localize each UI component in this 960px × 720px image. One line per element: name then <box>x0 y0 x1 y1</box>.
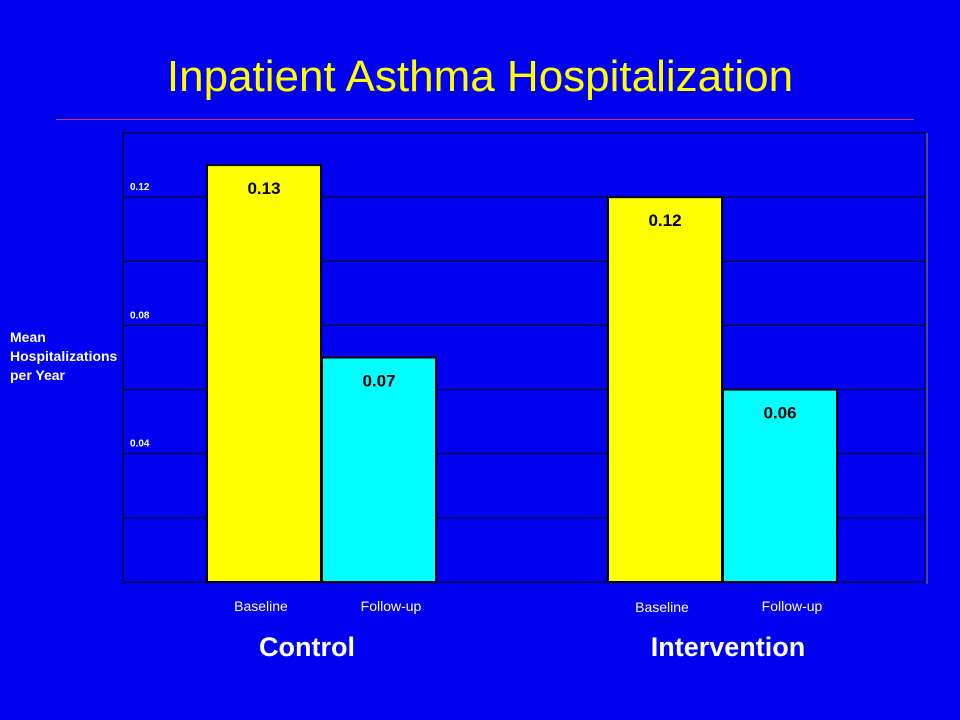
y-tick-label: 0.04 <box>130 439 150 450</box>
y-tick-label: 0.08 <box>130 310 150 321</box>
series-tick-label: Baseline <box>234 598 288 614</box>
bar-intervention-baseline <box>607 196 723 583</box>
category-label: Intervention <box>651 632 806 662</box>
bar-control-follow-up <box>321 356 437 583</box>
y-axis-label-line-2: Hospitalizations <box>10 348 118 364</box>
y-axis-label-line-1: Mean <box>10 329 46 345</box>
bar-value-label: 0.13 <box>247 179 280 198</box>
bar-value-label: 0.06 <box>763 404 796 423</box>
y-axis-label-line-3: per Year <box>10 367 66 383</box>
series-tick-label: Baseline <box>635 599 689 615</box>
y-tick-label: 0.12 <box>130 182 150 193</box>
category-label: Control <box>259 632 355 662</box>
bar-intervention-follow-up <box>722 388 838 584</box>
title-divider <box>56 119 914 120</box>
bar-control-baseline <box>206 164 322 583</box>
bar-value-label: 0.12 <box>648 211 681 230</box>
series-tick-label: Follow-up <box>762 598 823 614</box>
chart-title: Inpatient Asthma Hospitalization <box>166 52 794 101</box>
bar-value-label: 0.07 <box>362 372 395 391</box>
plot-frame <box>122 132 926 583</box>
series-tick-label: Follow-up <box>361 598 422 614</box>
y-axis-label: Mean Hospitalizations per Year <box>10 328 160 385</box>
